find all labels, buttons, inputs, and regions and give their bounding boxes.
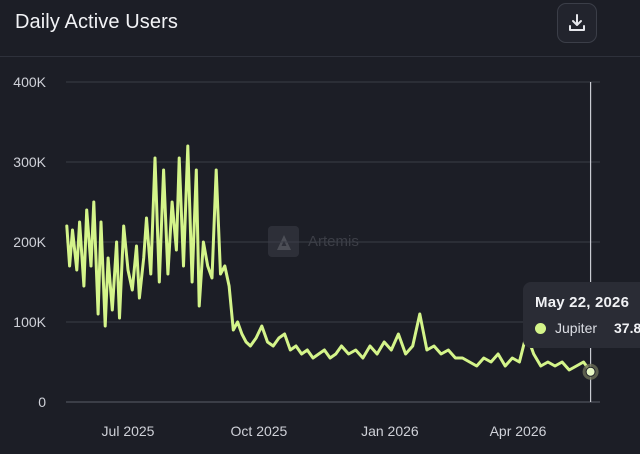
tooltip-value: 37.8 [614,320,640,336]
download-icon [569,14,585,31]
chart-header: Daily Active Users [0,0,640,57]
tooltip-date: May 22, 2026 [535,294,630,311]
y-tick-label: 300K [13,154,46,170]
x-tick-label: Jul 2025 [102,423,155,439]
series-line-jupiter[interactable] [65,144,593,374]
hover-point[interactable] [585,366,596,377]
tooltip-series-name: Jupiter [555,320,598,336]
y-tick-label: 200K [13,234,46,250]
x-tick-label: Jan 2026 [361,423,419,439]
download-button[interactable] [557,3,597,43]
y-tick-label: 400K [13,74,46,90]
y-tick-label: 100K [13,314,46,330]
series-color-dot [535,323,546,334]
line-chart[interactable]: 0 100K 200K 300K 400K Jul 2025 Oct 2025 Jan 20… [0,56,640,454]
chart-tooltip: May 22, 2026 Jupiter 37.8 [523,282,640,348]
x-tick-label: Oct 2025 [231,423,288,439]
y-tick-label: 0 [38,394,46,410]
chart-title: Daily Active Users [15,11,178,33]
x-tick-label: Apr 2026 [490,423,547,439]
